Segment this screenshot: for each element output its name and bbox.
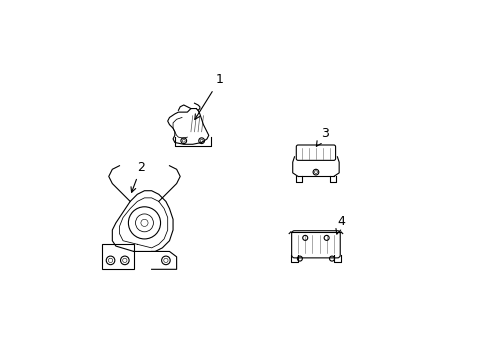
Text: 1: 1 bbox=[194, 73, 223, 120]
Text: 4: 4 bbox=[335, 215, 344, 234]
Bar bbox=[102, 244, 134, 269]
Text: 3: 3 bbox=[316, 127, 328, 146]
Text: 2: 2 bbox=[131, 161, 144, 192]
